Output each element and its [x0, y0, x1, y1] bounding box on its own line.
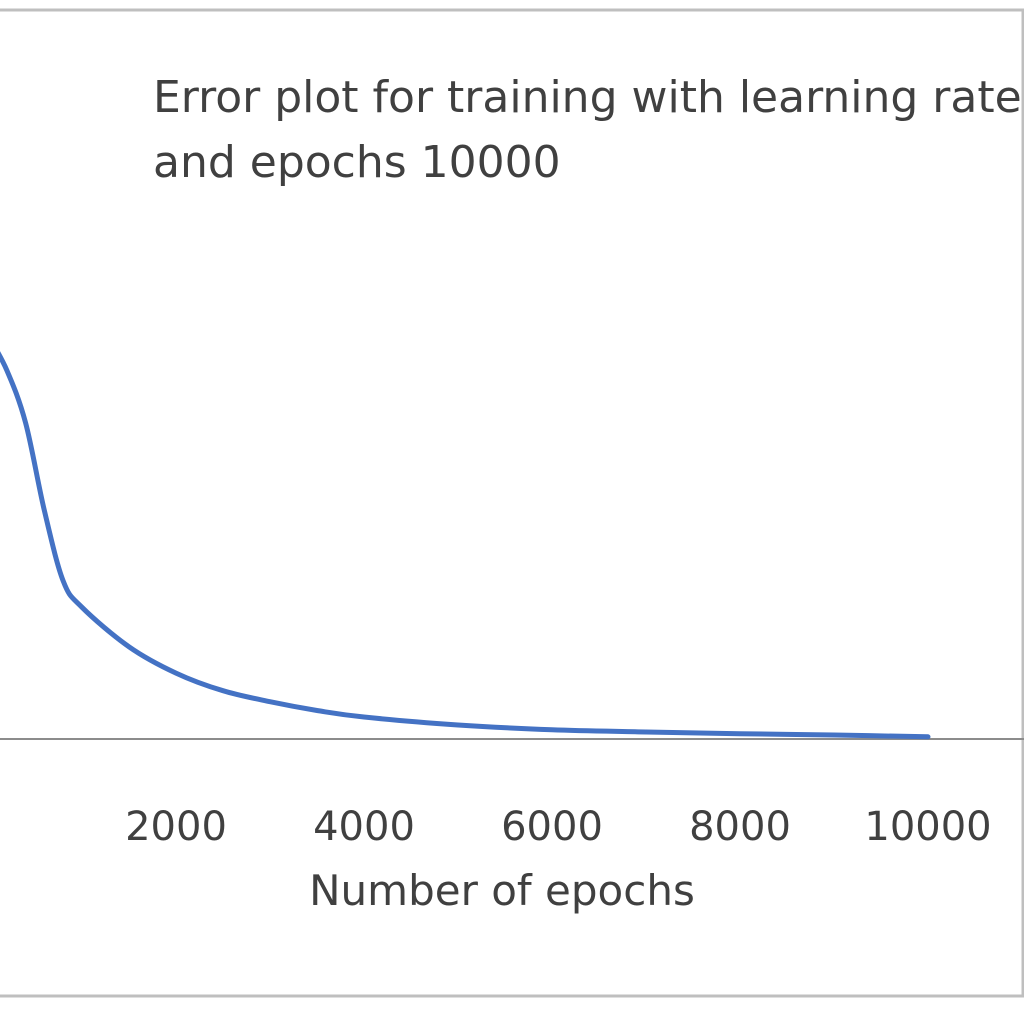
chart-title-line-1: Error plot for training with learning ra… [153, 72, 1024, 123]
x-tick-label-2000: 2000 [125, 804, 227, 850]
chart-frame [0, 8, 1024, 998]
series-line [0, 351, 931, 740]
x-tick-label-8000: 8000 [689, 804, 791, 850]
x-tick-labels: 2000 4000 6000 8000 10000 [125, 804, 992, 850]
x-axis-title: Number of epochs [309, 866, 695, 915]
x-tick-label-4000: 4000 [313, 804, 415, 850]
x-tick-label-10000: 10000 [864, 804, 991, 850]
chart-title-line-2: and epochs 10000 [153, 137, 561, 188]
x-tick-label-6000: 6000 [501, 804, 603, 850]
